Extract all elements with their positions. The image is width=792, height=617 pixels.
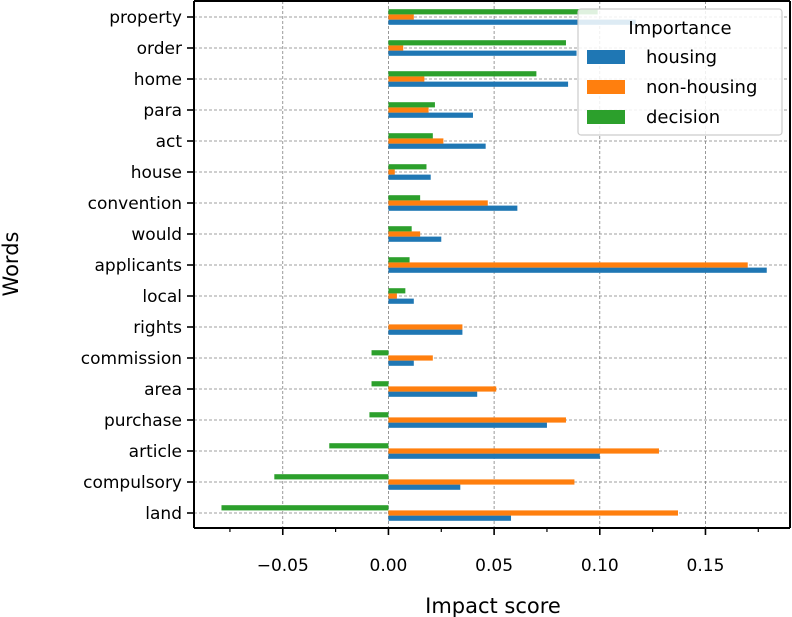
legend-label-non-housing: non-housing bbox=[646, 77, 757, 98]
bar-non-housing-act bbox=[388, 138, 444, 144]
bar-non-housing-rights bbox=[388, 324, 463, 330]
y-tick-label-would: would bbox=[131, 225, 182, 245]
x-tick-label: 0.00 bbox=[370, 556, 408, 576]
bar-non-housing-order bbox=[388, 45, 404, 51]
y-tick-label-applicants: applicants bbox=[94, 256, 182, 276]
y-tick-label-rights: rights bbox=[133, 318, 182, 338]
y-tick-label-land: land bbox=[145, 504, 182, 524]
axes: −0.05 0.00 0.05 0.10 0.15 property order home pa… bbox=[81, 0, 791, 576]
bar-housing-local bbox=[388, 298, 414, 304]
y-tick-label-home: home bbox=[134, 70, 182, 90]
x-tick-label: 0.15 bbox=[687, 556, 725, 576]
bar-non-housing-local bbox=[388, 293, 397, 299]
legend-swatch-non-housing bbox=[587, 80, 625, 94]
bar-housing-house bbox=[388, 174, 431, 180]
bar-housing-purchase bbox=[388, 422, 547, 428]
bar-non-housing-compulsory bbox=[388, 479, 575, 485]
x-tick-label: 0.10 bbox=[581, 556, 619, 576]
bar-decision-purchase bbox=[369, 412, 389, 418]
legend-label-decision: decision bbox=[646, 107, 720, 128]
bar-decision-home bbox=[388, 71, 537, 77]
y-tick-label-order: order bbox=[137, 39, 182, 59]
bar-decision-land bbox=[221, 505, 389, 511]
y-tick-label-purchase: purchase bbox=[104, 411, 182, 431]
bar-non-housing-house bbox=[388, 169, 395, 175]
y-tick-label-commission: commission bbox=[81, 349, 182, 369]
bar-decision-property bbox=[388, 9, 598, 15]
bar-decision-order bbox=[388, 40, 566, 46]
bar-housing-area bbox=[388, 391, 478, 397]
x-tick-label: −0.05 bbox=[257, 556, 309, 576]
bar-housing-article bbox=[388, 453, 600, 459]
legend-box bbox=[577, 8, 783, 136]
bar-decision-compulsory bbox=[274, 474, 389, 480]
y-tick-label-para: para bbox=[143, 101, 182, 121]
y-tick-label-area: area bbox=[144, 380, 182, 400]
bar-decision-house bbox=[388, 164, 427, 170]
bar-decision-area bbox=[371, 381, 389, 387]
y-axis-title: Words bbox=[0, 232, 23, 297]
y-tick-label-compulsory: compulsory bbox=[83, 473, 182, 493]
bar-non-housing-commission bbox=[388, 355, 433, 361]
bar-non-housing-land bbox=[388, 510, 678, 516]
x-tick-label: 0.05 bbox=[475, 556, 513, 576]
y-tick-label-house: house bbox=[131, 163, 182, 183]
bar-decision-convention bbox=[388, 195, 421, 201]
bar-decision-local bbox=[388, 288, 406, 294]
bar-housing-commission bbox=[388, 360, 414, 366]
legend-swatch-housing bbox=[587, 50, 625, 64]
bar-housing-compulsory bbox=[388, 484, 461, 490]
bar-housing-home bbox=[388, 81, 569, 87]
legend-label-housing: housing bbox=[646, 47, 717, 68]
bar-non-housing-convention bbox=[388, 200, 488, 206]
legend-title: Importance bbox=[628, 18, 731, 39]
bar-housing-land bbox=[388, 515, 512, 521]
bar-decision-would bbox=[388, 226, 412, 232]
y-tick-label-convention: convention bbox=[88, 194, 182, 214]
bar-decision-commission bbox=[371, 350, 389, 356]
bar-non-housing-area bbox=[388, 386, 497, 392]
bar-non-housing-article bbox=[388, 448, 659, 454]
bar-non-housing-home bbox=[388, 76, 425, 82]
bar-non-housing-property bbox=[388, 14, 414, 20]
bar-housing-rights bbox=[388, 329, 463, 335]
bar-housing-applicants bbox=[388, 267, 767, 273]
bar-decision-act bbox=[388, 133, 433, 139]
bar-housing-convention bbox=[388, 205, 518, 211]
y-tick-label-property: property bbox=[109, 8, 182, 28]
y-tick-label-local: local bbox=[142, 287, 182, 307]
x-axis-title: Impact score bbox=[425, 594, 561, 617]
bar-decision-applicants bbox=[388, 257, 410, 263]
bar-decision-article bbox=[329, 443, 389, 449]
bar-non-housing-would bbox=[388, 231, 421, 237]
y-tick-label-article: article bbox=[129, 442, 182, 462]
bar-housing-act bbox=[388, 143, 486, 149]
bar-decision-para bbox=[388, 102, 435, 108]
bar-non-housing-purchase bbox=[388, 417, 566, 423]
legend: Importance housing non-housing decision bbox=[577, 8, 783, 136]
bar-non-housing-para bbox=[388, 107, 429, 113]
bars bbox=[221, 9, 767, 521]
bar-non-housing-applicants bbox=[388, 262, 748, 268]
legend-swatch-decision bbox=[587, 110, 625, 124]
y-tick-label-act: act bbox=[156, 132, 183, 152]
bar-housing-para bbox=[388, 112, 473, 118]
bar-housing-order bbox=[388, 50, 577, 56]
bar-housing-property bbox=[388, 19, 636, 25]
bar-housing-would bbox=[388, 236, 442, 242]
